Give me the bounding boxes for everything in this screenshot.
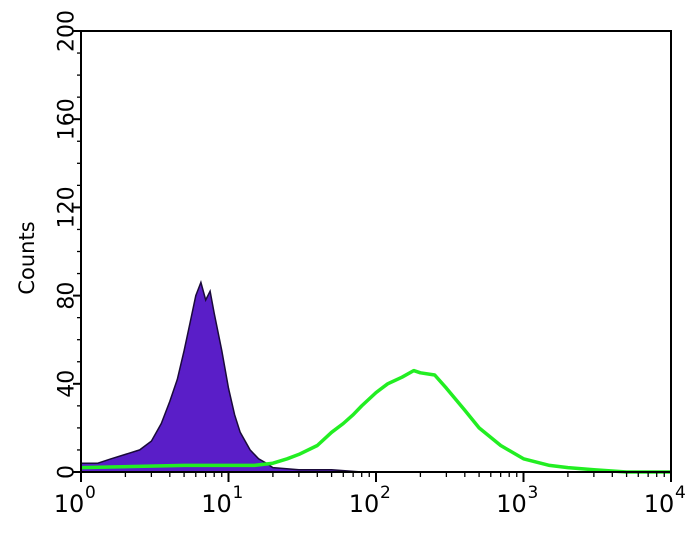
x-tick-label-exp-2: 2 bbox=[380, 483, 391, 503]
y-tick-label-200: 200 bbox=[55, 10, 80, 52]
x-tick-label-exp-3: 3 bbox=[528, 483, 539, 503]
x-tick-label-base-2: 10 bbox=[349, 490, 380, 518]
green-histogram-layer bbox=[80, 368, 671, 474]
y-tick-label-0: 0 bbox=[55, 465, 80, 479]
x-tick-label-base-3: 10 bbox=[496, 490, 527, 518]
series-1-line bbox=[80, 368, 671, 474]
x-tick-label-base-1: 10 bbox=[201, 490, 232, 518]
y-tick-label-160: 160 bbox=[55, 98, 80, 140]
y-tick-label-120: 120 bbox=[55, 186, 80, 228]
y-axis: 0 40 80 120 160 200 bbox=[55, 10, 81, 479]
x-tick-label-base-4: 10 bbox=[644, 490, 675, 518]
y-tick-label-80: 80 bbox=[55, 282, 80, 310]
y-axis-label: Counts bbox=[15, 221, 39, 294]
x-axis: 10 0 10 1 10 2 10 3 10 4 bbox=[54, 472, 686, 518]
x-tick-label-exp-4: 4 bbox=[675, 483, 686, 503]
x-tick-label-exp-1: 1 bbox=[233, 483, 244, 503]
y-tick-label-40: 40 bbox=[55, 370, 80, 398]
x-tick-label-exp-0: 0 bbox=[85, 483, 96, 503]
x-tick-label-base-0: 10 bbox=[54, 490, 85, 518]
